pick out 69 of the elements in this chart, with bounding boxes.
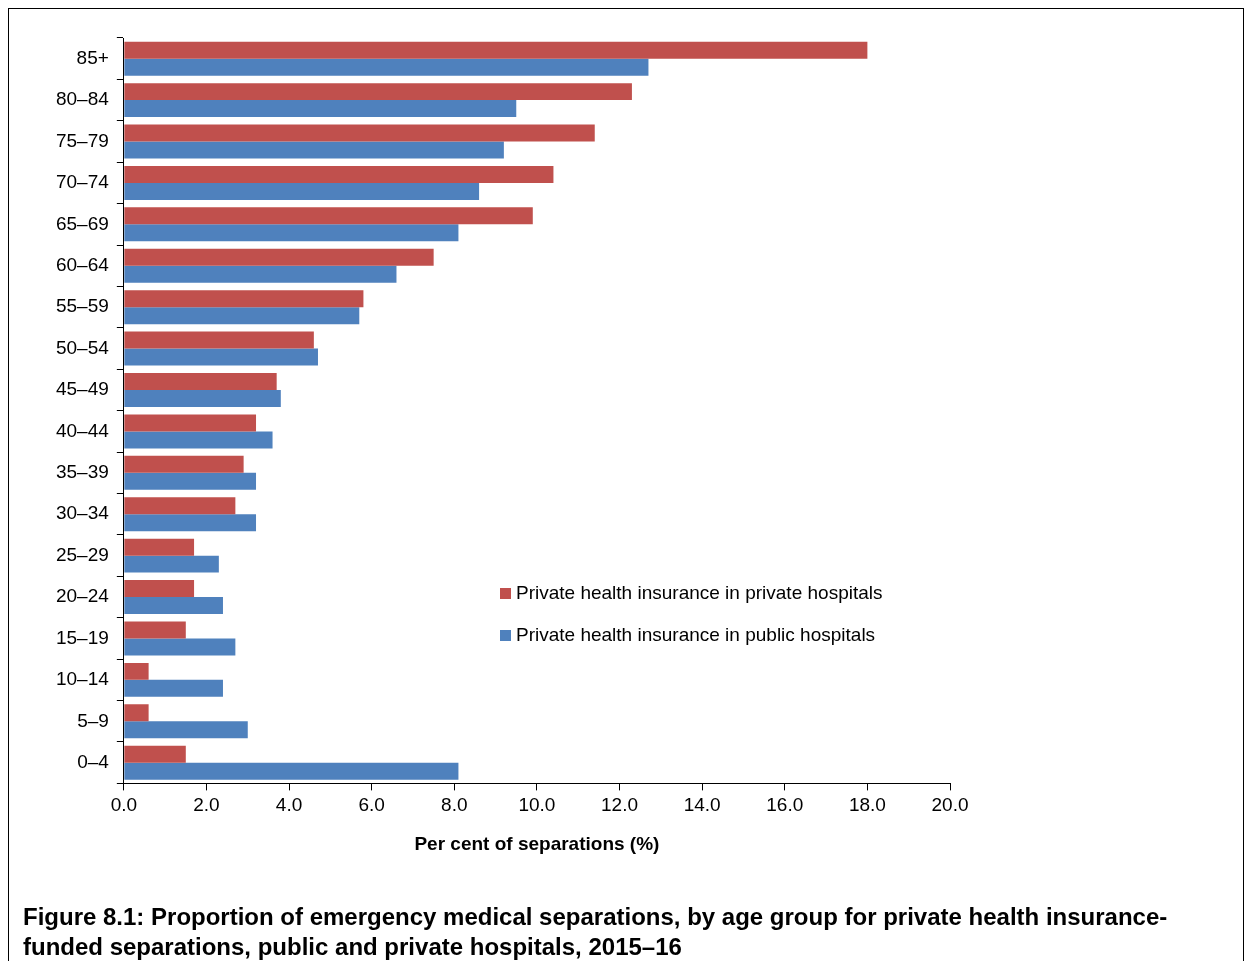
bar bbox=[124, 265, 397, 283]
legend-label: Private health insurance in private hospitals bbox=[516, 582, 883, 604]
bar bbox=[124, 721, 248, 739]
bar bbox=[124, 124, 595, 142]
bar bbox=[124, 580, 195, 598]
bar bbox=[124, 389, 281, 407]
y-tick-label: 80–84 bbox=[55, 88, 110, 110]
bar bbox=[124, 58, 649, 76]
bar bbox=[124, 745, 186, 763]
legend-label: Private health insurance in public hospitals bbox=[516, 624, 876, 646]
y-tick-label: 0–4 bbox=[77, 750, 110, 772]
bar bbox=[124, 414, 257, 432]
y-tick-label: 40–44 bbox=[55, 419, 110, 441]
bar bbox=[124, 704, 149, 722]
bar bbox=[124, 662, 149, 680]
bar bbox=[124, 597, 223, 615]
y-tick-label: 10–14 bbox=[55, 668, 110, 690]
bar bbox=[124, 497, 236, 515]
bar bbox=[124, 455, 244, 473]
x-tick-label: 12.0 bbox=[601, 794, 639, 816]
y-tick-label: 20–24 bbox=[55, 585, 110, 607]
y-tick-label: 25–29 bbox=[55, 543, 109, 565]
bar bbox=[124, 141, 504, 159]
bar bbox=[124, 41, 868, 59]
y-tick-label: 65–69 bbox=[55, 212, 109, 234]
bar bbox=[124, 538, 195, 556]
y-tick-label: 85+ bbox=[76, 46, 109, 68]
bar bbox=[124, 638, 236, 656]
bar bbox=[124, 100, 517, 118]
bar bbox=[124, 679, 223, 697]
x-tick-label: 2.0 bbox=[193, 794, 220, 816]
x-tick-label: 20.0 bbox=[931, 794, 969, 816]
y-tick-label: 30–34 bbox=[55, 502, 110, 524]
x-tick-label: 4.0 bbox=[275, 794, 303, 816]
y-tick-label: 5–9 bbox=[77, 709, 109, 731]
bar bbox=[124, 373, 277, 390]
bar bbox=[124, 207, 533, 225]
bar bbox=[124, 472, 257, 490]
bar bbox=[124, 555, 219, 573]
bar bbox=[124, 762, 459, 780]
bar bbox=[124, 248, 434, 266]
x-tick-label: 18.0 bbox=[848, 794, 886, 816]
y-tick-label: 70–74 bbox=[55, 171, 110, 193]
bar bbox=[124, 431, 273, 449]
y-tick-label: 55–59 bbox=[55, 295, 109, 317]
bar bbox=[124, 182, 480, 200]
y-tick-label: 15–19 bbox=[55, 626, 109, 648]
bar bbox=[124, 621, 186, 639]
bar bbox=[124, 307, 360, 325]
bar bbox=[124, 348, 318, 366]
bar bbox=[124, 83, 632, 101]
bar bbox=[124, 514, 257, 532]
x-tick-label: 6.0 bbox=[358, 794, 385, 816]
bar bbox=[124, 165, 554, 183]
x-axis-title: Per cent of separations (%) bbox=[414, 832, 660, 854]
x-tick-label: 8.0 bbox=[441, 794, 468, 816]
y-tick-label: 60–64 bbox=[55, 254, 110, 275]
y-tick-label: 75–79 bbox=[55, 129, 109, 151]
y-tick-label: 50–54 bbox=[55, 336, 110, 358]
bar bbox=[124, 290, 364, 308]
y-tick-label: 45–49 bbox=[55, 378, 109, 400]
x-tick-label: 14.0 bbox=[683, 794, 721, 816]
bar bbox=[124, 331, 314, 349]
bar bbox=[124, 224, 459, 242]
x-tick-label: 0.0 bbox=[110, 794, 138, 816]
text: Figure 8.1: Proportion of emergency medical separations, by age group for private health insurance-funded separations, public and private hospitals, 2015–16 bbox=[23, 902, 1169, 961]
x-tick-label: 16.0 bbox=[766, 794, 804, 816]
x-tick-label: 10.0 bbox=[518, 794, 556, 816]
y-tick-label: 35–39 bbox=[55, 461, 109, 483]
